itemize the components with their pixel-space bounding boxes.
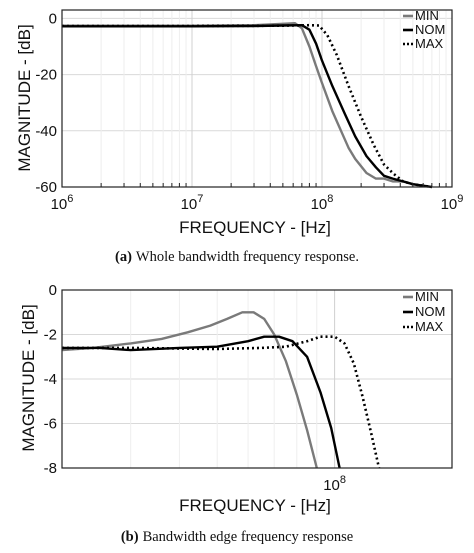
panel-a-series-nom-line	[62, 24, 433, 189]
panel-a-x-tick-label: 109	[441, 193, 464, 213]
panel-a-series	[62, 22, 433, 189]
caption-b-label: (b)	[121, 529, 139, 545]
panel-a-x-tick-label: 108	[311, 193, 334, 213]
panel-a-y-tick-label: -20	[35, 67, 57, 84]
panel-b-series-max-line	[62, 335, 381, 469]
legend-label-min: MIN	[415, 289, 439, 304]
panel-a-series-max-line	[62, 23, 433, 189]
panel-b-grid	[61, 289, 453, 469]
panel-b-axes-frame	[61, 289, 453, 469]
caption-a-text: Whole bandwidth frequency response.	[136, 249, 359, 265]
panel-a-y-tick-label: -40	[35, 123, 57, 140]
panel-b-series-nom-line	[62, 335, 341, 469]
legend-label-nom: NOM	[415, 304, 445, 319]
legend-label-min: MIN	[415, 8, 439, 23]
panel-a-x-tick-label: 106	[51, 193, 74, 213]
panel-b-y-tick-label: -6	[44, 416, 57, 433]
panel-b-x-axis-label: FREQUENCY - [Hz]	[179, 496, 331, 515]
panel-b-y-tick-label: -4	[44, 371, 57, 388]
panel-a-axes-frame	[61, 9, 453, 188]
panel-b-axes	[61, 289, 453, 469]
panel-b-series-min-line	[61, 311, 318, 469]
panel-a-y-tick-label: -60	[35, 179, 57, 196]
panel-a-axes	[61, 9, 453, 188]
panel-b-series	[61, 311, 381, 469]
caption-a-label: (a)	[115, 249, 132, 265]
panel-b-y-ticks: 0 -2 -4 -6 -8	[44, 282, 57, 477]
panel-a-grid	[61, 10, 453, 188]
panel-a-x-ticks: 106 107 108 109	[51, 193, 464, 213]
panel-a-y-ticks: 0 -20 -40 -60	[35, 10, 57, 196]
panel-b-x-ticks: 108	[323, 474, 346, 494]
panel-a-chart: 0 -20 -40 -60 106 107 108 109 FREQUENCY - [Hz]…	[15, 8, 463, 237]
panel-b-y-tick-label: -2	[44, 327, 57, 344]
panel-b-chart: 0 -2 -4 -6 -8 108 FREQUENCY - [Hz] MAGNITUDE…	[19, 282, 453, 515]
legend-label-max: MAX	[415, 319, 444, 334]
panel-b-y-tick-label: -8	[44, 460, 57, 477]
panel-a-x-tick-label: 107	[181, 193, 204, 213]
panel-b-y-axis-label: MAGNITUDE - [dB]	[19, 304, 38, 451]
panel-a-x-axis-label: FREQUENCY - [Hz]	[179, 218, 331, 237]
panel-a-y-axis-label: MAGNITUDE - [dB]	[15, 24, 34, 171]
panel-b-x-tick-label: 108	[323, 474, 346, 494]
caption-b-text: Bandwidth edge frequency response	[143, 529, 354, 545]
panel-b-y-tick-label: 0	[49, 282, 57, 299]
caption-a: (a) Whole bandwidth frequency response.	[115, 249, 359, 265]
panel-a-series-min-line	[62, 22, 433, 189]
legend-label-nom: NOM	[415, 22, 445, 37]
caption-b: (b) Bandwidth edge frequency response	[121, 529, 353, 545]
panel-a-y-tick-label: 0	[49, 10, 57, 27]
legend-label-max: MAX	[415, 36, 444, 51]
